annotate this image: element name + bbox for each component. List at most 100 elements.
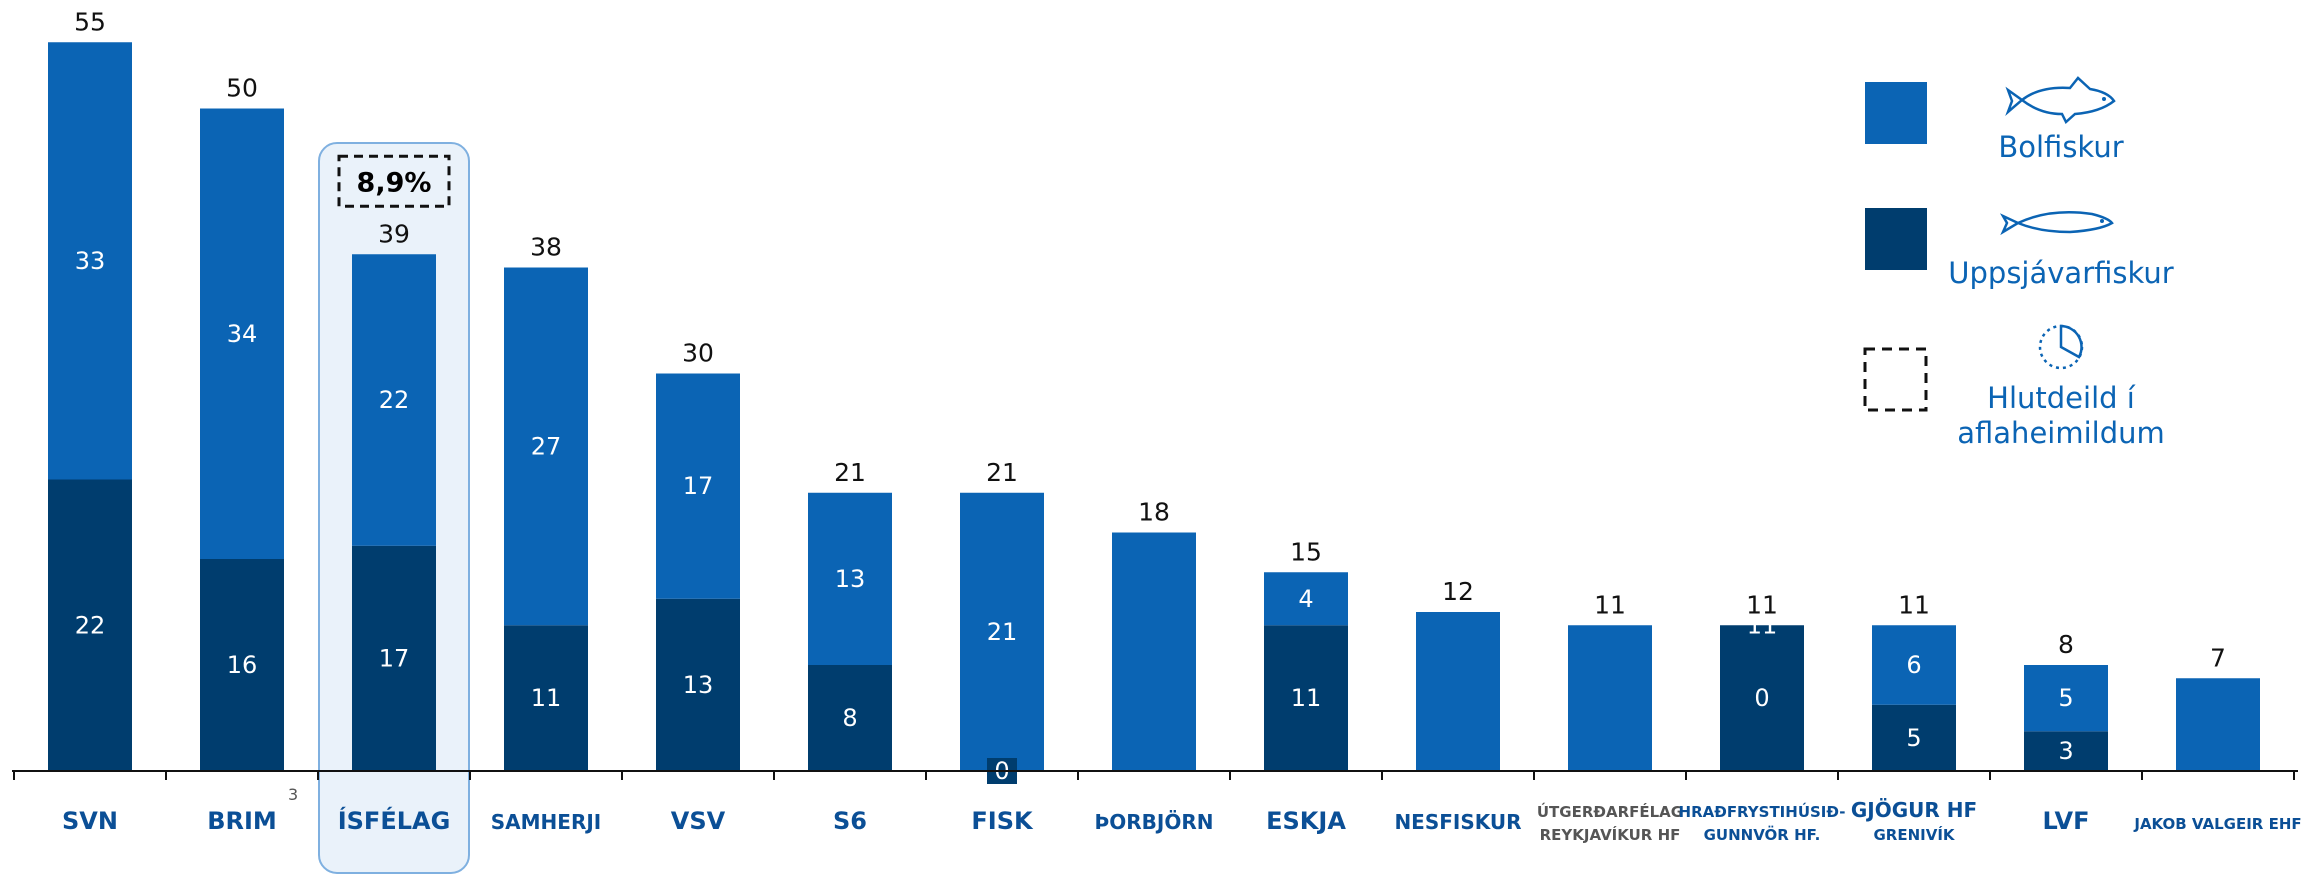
company-logo-gjo-gur-hf: GJÖGUR HF GRENIVÍK xyxy=(1851,798,1977,844)
logo-text: LVF xyxy=(2043,807,2090,835)
total-label-lvf: 8 xyxy=(2058,630,2074,659)
label-bolfiskur-si-ldarvinnslan-skinney: 13 xyxy=(835,565,866,593)
label-bolfiskur-brim: 34 xyxy=(227,320,258,348)
bar-uppsjavarfiskur-eskja xyxy=(1264,625,1348,771)
total-label-vsv: 30 xyxy=(682,339,714,368)
company-logo-lvf: LVF xyxy=(2043,807,2090,835)
total-label-brim: 50 xyxy=(226,74,258,103)
label-uppsjavarfiskur-eskja: 11 xyxy=(1291,684,1322,712)
bar-bolfiskur-svn xyxy=(48,42,132,480)
label-uppsjavarfiskur-svn: 22 xyxy=(75,611,106,639)
bar-bolfiskur-u-tger-arfe-lag-reykjavi-kur-hf xyxy=(1568,625,1652,771)
logo-subtext: REYKJAVÍKUR HF xyxy=(1540,825,1681,844)
total-label-jakob-valgeir-ehf: 7 xyxy=(2210,643,2226,672)
logo-text: VSV xyxy=(671,807,726,835)
label-uppsjavarfiskur-hra-frystihu-si-gunnvo-r-hf: 0 xyxy=(1754,684,1769,712)
company-logo-brim: BRIM 3 xyxy=(207,785,298,835)
logo-text: GJÖGUR HF xyxy=(1851,798,1977,822)
bar-bolfiskur-gjo-gur-hf xyxy=(1872,625,1956,705)
logo-text: JAKOB VALGEIR EHF xyxy=(2133,815,2301,833)
logos-layer: SVN BRIM 3 ÍSFÉLAG SAMHERJI VSV S6 FISK ÞORBJÖRN… xyxy=(62,785,2302,844)
label-bolfiskur-lvf: 5 xyxy=(2058,684,2073,712)
logo-text: HRAÐFRYSTIHÚSIÐ- xyxy=(1679,802,1846,821)
legend-label-bolfiskur: Bolfiskur xyxy=(1998,130,2123,164)
legend-swatch-uppsjavarfiskur xyxy=(1865,208,1927,270)
pie-slice-icon xyxy=(2038,324,2084,370)
label-bolfiskur-i-sfe-lag: 22 xyxy=(379,386,410,414)
company-logo-hra-frystihu-si-gunnvo-r-hf: HRAÐFRYSTIHÚSIÐ- GUNNVÖR HF. xyxy=(1679,802,1846,844)
company-logo-jakob-valgeir-ehf: JAKOB VALGEIR EHF xyxy=(2133,815,2301,833)
logo-text: NESFISKUR xyxy=(1394,810,1521,834)
bar-uppsjavarfiskur-brim xyxy=(200,559,284,771)
bar-bolfiskur-vsv xyxy=(656,373,740,599)
bars-layer: 2233551634501722391127381317308132102121… xyxy=(48,7,2260,785)
company-logo-u-tger-arfe-lag-reykjavi-kur-hf: ÚTGERÐARFÉLAG REYKJAVÍKUR HF xyxy=(1537,802,1683,844)
bar-bolfiskur-si-ldarvinnslan-skinney xyxy=(808,492,892,665)
logo-text: ÞORBJÖRN xyxy=(1095,810,1214,834)
label-uppsjavarfiskur-lvf: 3 xyxy=(2058,737,2073,765)
total-label-u-tger-arfe-lag-reykjavi-kur-hf: 11 xyxy=(1594,590,1626,619)
total-label-svn: 55 xyxy=(74,7,106,36)
total-label-fisk: 21 xyxy=(986,458,1018,487)
logo-subtext: GRENIVÍK xyxy=(1873,825,1955,844)
company-logo-orbjo-rn: ÞORBJÖRN xyxy=(1095,810,1214,834)
logo-text: BRIM xyxy=(207,807,277,835)
logo-text: S6 xyxy=(833,807,867,835)
total-label-si-ldarvinnslan-skinney: 21 xyxy=(834,458,866,487)
bar-uppsjavarfiskur-gjo-gur-hf xyxy=(1872,704,1956,771)
label-uppsjavarfiskur-brim: 16 xyxy=(227,651,258,679)
label-bolfiskur-gjo-gur-hf: 6 xyxy=(1906,651,1921,679)
axis-layer xyxy=(12,770,2298,780)
company-logo-eskja: ESKJA xyxy=(1266,807,1346,835)
label-uppsjavarfiskur-vsv: 13 xyxy=(683,671,714,699)
footnote-marker: 3 xyxy=(288,785,298,804)
total-label-orbjo-rn: 18 xyxy=(1138,498,1170,527)
bar-bolfiskur-nesfiskur xyxy=(1416,612,1500,771)
legend-label-share-line1: Hlutdeild í xyxy=(1987,381,2136,415)
company-logo-si-ldarvinnslan-skinney: S6 xyxy=(833,807,867,835)
total-label-i-sfe-lag: 39 xyxy=(378,219,410,248)
company-logo-samherji: SAMHERJI xyxy=(491,810,601,834)
label-bolfiskur-hra-frystihu-si-gunnvo-r-hf: 11 xyxy=(1747,611,1778,639)
total-label-nesfiskur: 12 xyxy=(1442,577,1474,606)
bar-uppsjavarfiskur-samherji xyxy=(504,625,588,771)
legend-label-uppsjavarfiskur: Uppsjávarfiskur xyxy=(1948,256,2173,290)
logo-subtext: GUNNVÖR HF. xyxy=(1704,825,1821,844)
bar-bolfiskur-brim xyxy=(200,108,284,559)
label-uppsjavarfiskur-gjo-gur-hf: 5 xyxy=(1906,724,1921,752)
total-label-hra-frystihu-si-gunnvo-r-hf: 11 xyxy=(1746,590,1778,619)
legend-swatch-hlutdeild xyxy=(1863,347,1928,412)
share-label: 8,9% xyxy=(357,167,432,198)
total-label-eskja: 15 xyxy=(1290,537,1322,566)
company-logo-i-sfe-lag: ÍSFÉLAG xyxy=(338,806,451,835)
cod-fish-icon xyxy=(2005,76,2116,125)
logo-text: ÍSFÉLAG xyxy=(338,806,451,835)
total-label-samherji: 38 xyxy=(530,233,562,262)
label-bolfiskur-eskja: 4 xyxy=(1298,585,1313,613)
bar-bolfiskur-eskja xyxy=(1264,572,1348,626)
label-uppsjavarfiskur-samherji: 11 xyxy=(531,684,562,712)
logo-text: ESKJA xyxy=(1266,807,1346,835)
label-bolfiskur-samherji: 27 xyxy=(531,432,562,460)
label-bolfiskur-vsv: 17 xyxy=(683,472,714,500)
fish-eye xyxy=(2102,97,2106,101)
legend-swatch-bolfiskur xyxy=(1865,82,1927,144)
legend: Bolfiskur Uppsjávarfiskur Hlutdeild í af… xyxy=(1863,76,2174,450)
company-logo-vsv: VSV xyxy=(671,807,726,835)
bar-bolfiskur-orbjo-rn xyxy=(1112,532,1196,771)
logo-text: SVN xyxy=(62,807,118,835)
bar-bolfiskur-samherji xyxy=(504,267,588,626)
label-uppsjavarfiskur-si-ldarvinnslan-skinney: 8 xyxy=(842,704,857,732)
bar-uppsjavarfiskur-i-sfe-lag xyxy=(352,545,436,771)
bar-bolfiskur-fisk xyxy=(960,492,1044,771)
bar-uppsjavarfiskur-svn xyxy=(48,479,132,771)
bar-bolfiskur-i-sfe-lag xyxy=(352,254,436,546)
total-label-gjo-gur-hf: 11 xyxy=(1898,590,1930,619)
bar-bolfiskur-lvf xyxy=(2024,665,2108,732)
company-logo-svn: SVN xyxy=(62,807,118,835)
legend-label-share-line2: aflaheimildum xyxy=(1957,416,2165,450)
bar-uppsjavarfiskur-hra-frystihu-si-gunnvo-r-hf xyxy=(1720,625,1804,771)
label-bolfiskur-svn: 33 xyxy=(75,247,106,275)
bar-bolfiskur-jakob-valgeir-ehf xyxy=(2176,678,2260,771)
